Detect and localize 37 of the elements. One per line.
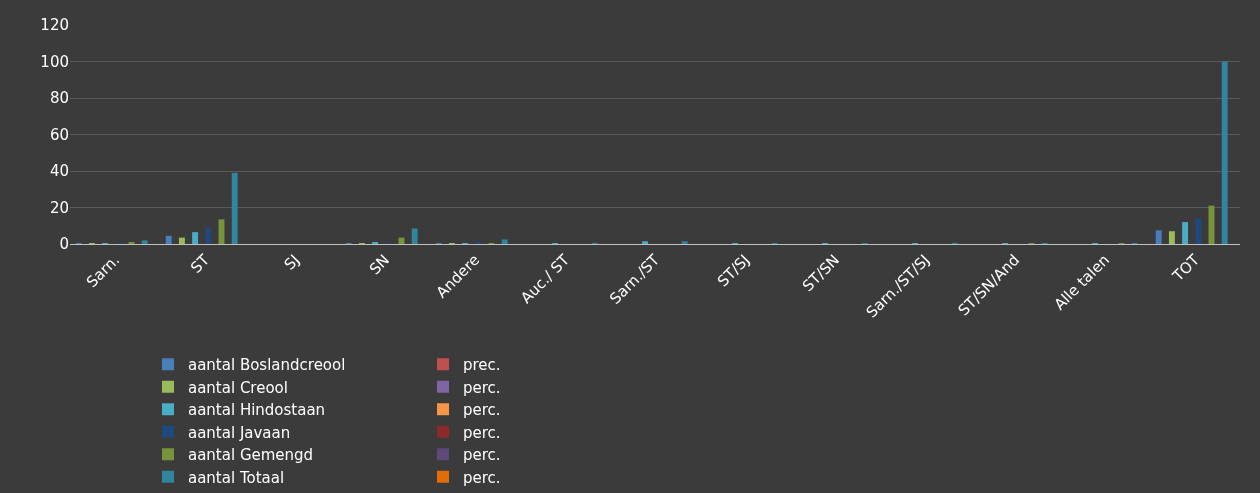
bar bbox=[231, 172, 238, 244]
bar bbox=[1182, 222, 1189, 244]
bar bbox=[165, 235, 172, 244]
legend-label: aantal Creool bbox=[187, 378, 288, 397]
bar bbox=[501, 239, 508, 244]
y-tick-label: 60 bbox=[49, 125, 69, 144]
bar bbox=[178, 237, 185, 244]
x-tick-label: ST bbox=[187, 250, 214, 277]
y-tick-label: 120 bbox=[40, 16, 69, 35]
x-tick-label: SN bbox=[365, 250, 394, 279]
y-tick-label: 20 bbox=[49, 198, 69, 217]
bar bbox=[1168, 231, 1175, 244]
bar bbox=[205, 227, 212, 244]
legend-label: aantal Javaan bbox=[187, 423, 291, 442]
legend-label: prec. bbox=[462, 356, 501, 375]
y-tick-label: 80 bbox=[49, 89, 69, 108]
y-tick-label: 100 bbox=[40, 52, 69, 71]
legend-label: perc. bbox=[462, 378, 501, 397]
bar bbox=[642, 241, 649, 244]
bar bbox=[1221, 61, 1228, 244]
legend-label: aantal Totaal bbox=[187, 468, 285, 487]
bar bbox=[192, 232, 199, 244]
legend-label: aantal Gemengd bbox=[187, 446, 314, 465]
legend-label: perc. bbox=[462, 468, 501, 487]
legend-label: perc. bbox=[462, 401, 501, 420]
legend-label: perc. bbox=[462, 423, 501, 442]
y-tick-label: 40 bbox=[49, 162, 69, 181]
legend-label: aantal Boslandcreool bbox=[187, 356, 346, 375]
bar bbox=[1155, 230, 1162, 244]
x-tick-label: SJ bbox=[280, 250, 304, 274]
bar bbox=[411, 228, 418, 244]
y-tick-label: 0 bbox=[59, 235, 69, 254]
bar bbox=[141, 240, 148, 244]
bar bbox=[1195, 218, 1202, 244]
legend-label: aantal Hindostaan bbox=[187, 401, 326, 420]
bar bbox=[681, 241, 688, 244]
legend-label: perc. bbox=[462, 446, 501, 465]
